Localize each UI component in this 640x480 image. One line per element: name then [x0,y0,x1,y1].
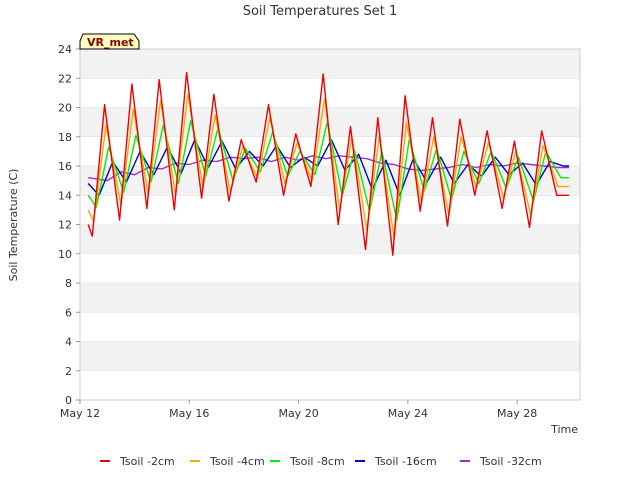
y-axis-title: Soil Temperature (C) [7,169,20,282]
grid-band [80,49,580,79]
station-tag-box [79,33,140,50]
y-tick-label: 6 [65,306,72,319]
x-tick-label: May 28 [497,407,537,420]
grid-band [80,341,580,371]
y-tick-label: 20 [58,102,72,115]
y-tick-label: 14 [58,189,72,202]
y-tick-label: 2 [65,365,72,378]
x-axis-title: Time [550,423,578,436]
station-tag: VR_met [79,33,140,50]
legend-label: Tsoil -32cm [479,455,542,468]
legend: Tsoil -2cm Tsoil -4cm Tsoil -8cm Tsoil -16c… [100,455,542,468]
y-tick-label: 18 [58,131,72,144]
series-line-tsoil-4cm [87,93,570,240]
y-tick-label: 4 [65,336,72,349]
y-tick-label: 0 [65,394,72,407]
background-bands [80,49,580,371]
station-tag-label: VR_met [87,36,134,49]
series-lines [87,71,570,256]
x-tick-label: May 16 [169,407,209,420]
legend-label: Tsoil -16cm [374,455,437,468]
x-tick-label: May 20 [278,407,318,420]
legend-label: Tsoil -8cm [289,455,345,468]
series-line-tsoil-2cm [87,71,570,256]
y-tick-label: 10 [58,248,72,261]
grid-band [80,224,580,254]
chart-title: Soil Temperatures Set 1 [243,4,398,19]
grid-band [80,283,580,313]
x-axis-ticks: May 12 May 16 May 20 May 24 May 28 [60,400,537,420]
legend-label: Tsoil -4cm [209,455,265,468]
legend-label: Tsoil -2cm [119,455,175,468]
x-tick-label: May 12 [60,407,100,420]
y-tick-label: 16 [58,160,72,173]
y-tick-label: 24 [58,43,72,56]
y-tick-label: 12 [58,219,72,232]
y-tick-label: 8 [65,277,72,290]
x-tick-label: May 24 [388,407,428,420]
y-tick-label: 22 [58,72,72,85]
